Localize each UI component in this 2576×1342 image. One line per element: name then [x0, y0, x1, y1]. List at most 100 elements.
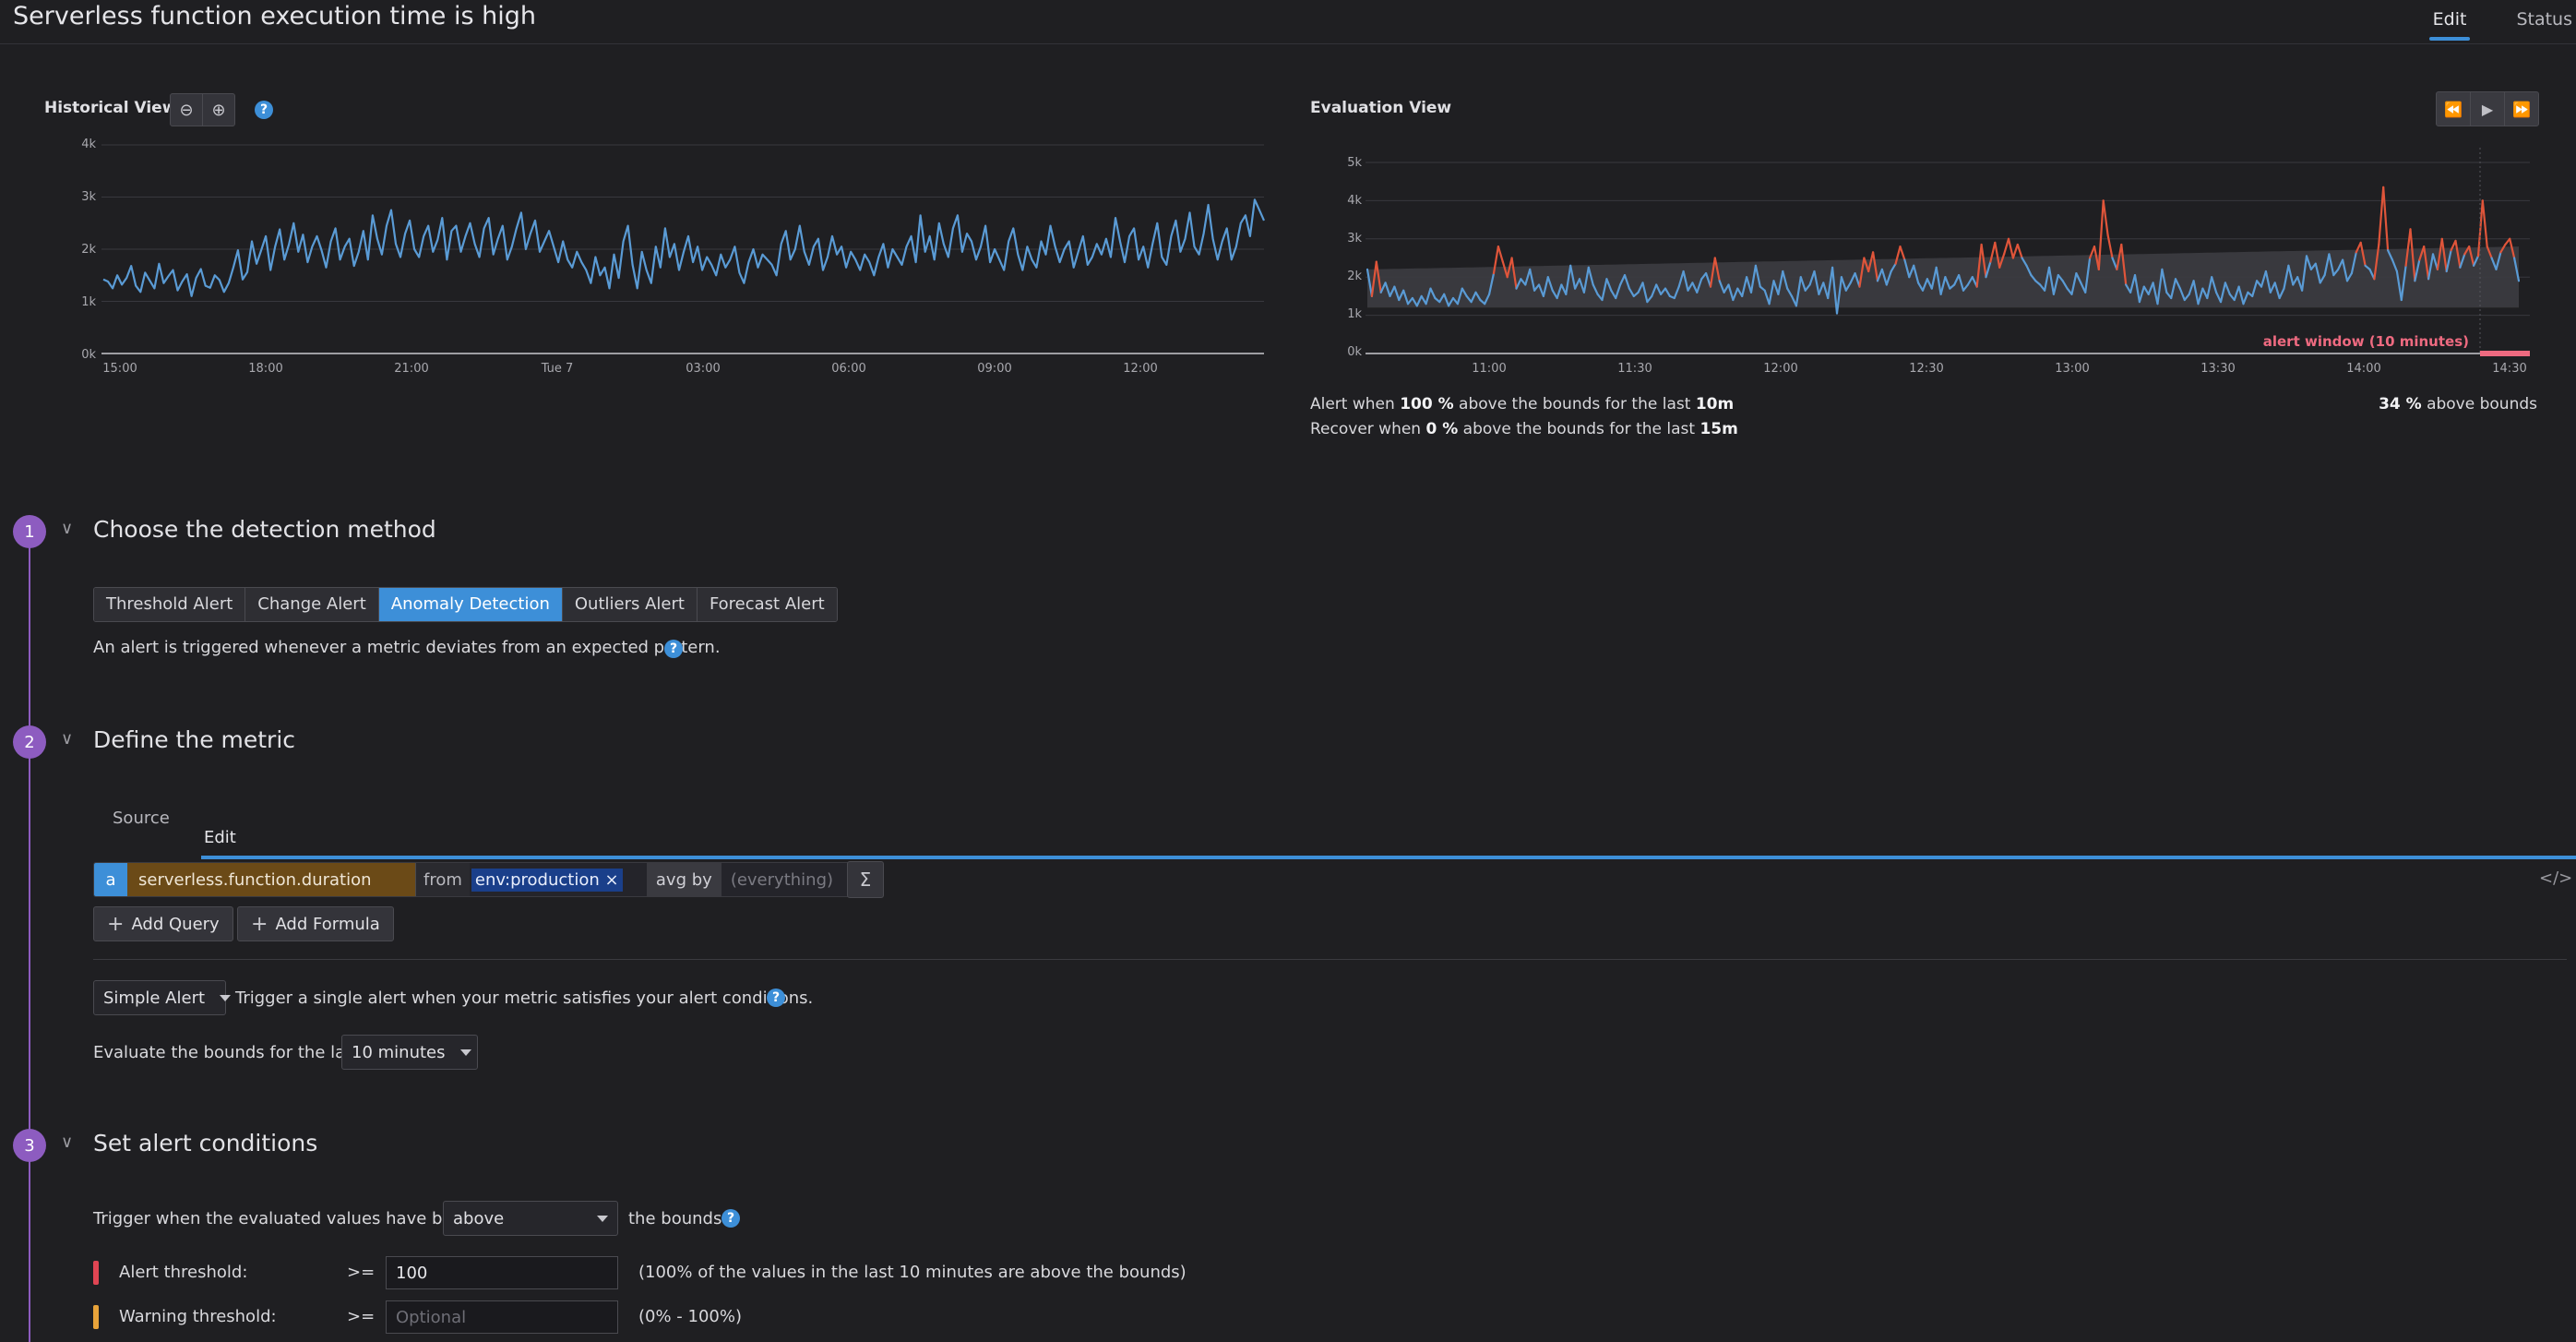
series-segment: [2300, 255, 2308, 292]
anomaly-segment: [1510, 257, 1518, 290]
historical-y-tick: 4k: [81, 138, 96, 151]
method-forecast-alert[interactable]: Forecast Alert: [696, 588, 837, 621]
method-threshold-alert[interactable]: Threshold Alert: [94, 588, 245, 621]
zoom-controls: ⊖ ⊕: [170, 93, 235, 126]
anomaly-segment: [2102, 199, 2109, 236]
historical-y-tick: 3k: [81, 190, 96, 204]
plus-icon: +: [251, 912, 268, 936]
historical-help-icon[interactable]: ?: [255, 101, 273, 119]
avg-by-label[interactable]: avg by: [646, 863, 722, 896]
zoom-out-button[interactable]: ⊖: [171, 94, 202, 126]
tab-status[interactable]: Status: [2516, 9, 2572, 30]
step-2-title: Define the metric: [93, 726, 296, 753]
series-segment: [1844, 282, 1852, 292]
series-segment: [1655, 283, 1663, 295]
tab-edit-query[interactable]: Edit: [201, 828, 2576, 859]
tab-source[interactable]: Source: [113, 809, 170, 828]
series-segment: [1484, 293, 1491, 306]
series-segment: [2395, 270, 2403, 302]
series-segment: [1537, 283, 1544, 297]
trigger-direction-select[interactable]: above: [443, 1201, 618, 1236]
step-2-chevron-icon[interactable]: ∨: [61, 729, 74, 749]
play-button[interactable]: ▶: [2470, 92, 2504, 126]
tab-edit[interactable]: Edit: [2428, 9, 2471, 41]
alert-type-help-icon[interactable]: ?: [767, 989, 785, 1007]
evaluate-bounds-label: Evaluate the bounds for the last: [93, 1043, 361, 1062]
series-segment: [1718, 280, 1725, 294]
zoom-in-button[interactable]: ⊕: [202, 94, 234, 126]
series-segment: [1664, 287, 1671, 297]
series-segment: [2138, 285, 2145, 304]
series-segment: [1470, 291, 1477, 304]
trigger-help-icon[interactable]: ?: [722, 1209, 740, 1228]
series-segment: [2030, 274, 2037, 282]
from-tag-input[interactable]: env:production ×: [469, 863, 647, 896]
anomaly-segment: [2011, 243, 2019, 259]
historical-x-tick: 03:00: [686, 362, 720, 376]
alert-type-select[interactable]: Simple Alert: [93, 980, 232, 1015]
series-segment: [1461, 287, 1468, 297]
evaluation-y-tick: 5k: [1347, 156, 1362, 170]
add-formula-button[interactable]: + Add Formula: [237, 906, 394, 941]
series-segment: [1569, 264, 1577, 290]
warning-threshold-label: Warning threshold:: [119, 1307, 277, 1326]
add-query-button[interactable]: + Add Query: [93, 906, 233, 941]
evaluate-window-select[interactable]: 10 minutes: [341, 1035, 478, 1070]
historical-x-tick: 21:00: [394, 362, 428, 376]
series-segment: [2047, 266, 2056, 295]
series-segment: [1610, 289, 1617, 300]
rewind-button[interactable]: ⏪: [2437, 92, 2470, 126]
rewind-icon: ⏪: [2444, 100, 2463, 118]
metric-selector[interactable]: serverless.function.duration: [127, 863, 415, 896]
series-segment: [1443, 293, 1450, 307]
series-segment: [1641, 282, 1649, 304]
method-change-alert[interactable]: Change Alert: [244, 588, 378, 621]
series-segment: [2206, 276, 2213, 300]
anomaly-segment: [2088, 245, 2096, 259]
alert-threshold-input[interactable]: [386, 1256, 618, 1289]
series-segment: [2345, 272, 2354, 282]
detection-method-selector: Threshold Alert Change Alert Anomaly Det…: [93, 587, 838, 622]
series-segment: [2305, 255, 2313, 270]
series-segment: [1615, 283, 1622, 300]
historical-view-label: Historical View: [44, 99, 177, 117]
group-by-input[interactable]: (everything): [721, 863, 852, 896]
function-sigma-button[interactable]: Σ: [847, 861, 884, 898]
query-letter[interactable]: a: [94, 863, 127, 896]
series-segment: [1921, 278, 1929, 292]
series-segment: [1903, 258, 1911, 279]
historical-x-tick: 09:00: [977, 362, 1011, 376]
series-segment: [1529, 268, 1536, 292]
code-view-icon[interactable]: </>: [2539, 869, 2573, 888]
steps-rail: [29, 532, 30, 1342]
series-segment: [2391, 258, 2399, 273]
series-segment: [1727, 283, 1735, 302]
series-segment: [1799, 276, 1807, 292]
series-segment: [1456, 287, 1463, 306]
series-segment: [1772, 280, 1780, 295]
chevron-down-icon: [220, 994, 232, 1001]
method-help-icon[interactable]: ?: [664, 640, 683, 658]
series-segment: [2350, 251, 2357, 275]
warning-threshold-input[interactable]: [386, 1300, 618, 1334]
anomaly-segment: [2454, 239, 2462, 269]
series-segment: [1854, 272, 1861, 288]
series-segment: [1705, 272, 1712, 288]
series-segment: [1939, 276, 1947, 295]
anomaly-segment: [1899, 245, 1906, 261]
step-1-badge: 1: [13, 515, 46, 548]
series-segment: [1448, 296, 1455, 307]
series-segment: [1840, 276, 1847, 292]
env-tag-chip[interactable]: env:production ×: [471, 868, 623, 892]
evaluation-x-tick: 14:00: [2346, 362, 2380, 376]
series-segment: [1415, 294, 1423, 307]
anomaly-segment: [1713, 257, 1721, 282]
step-1-chevron-icon[interactable]: ∨: [61, 519, 74, 538]
series-segment: [2075, 272, 2082, 284]
step-3-chevron-icon[interactable]: ∨: [61, 1132, 74, 1152]
method-anomaly-detection[interactable]: Anomaly Detection: [377, 588, 562, 621]
series-segment: [1813, 270, 1820, 295]
historical-x-tick: 15:00: [102, 362, 137, 376]
fast-forward-button[interactable]: ⏩: [2504, 92, 2538, 126]
method-outliers-alert[interactable]: Outliers Alert: [561, 588, 697, 621]
